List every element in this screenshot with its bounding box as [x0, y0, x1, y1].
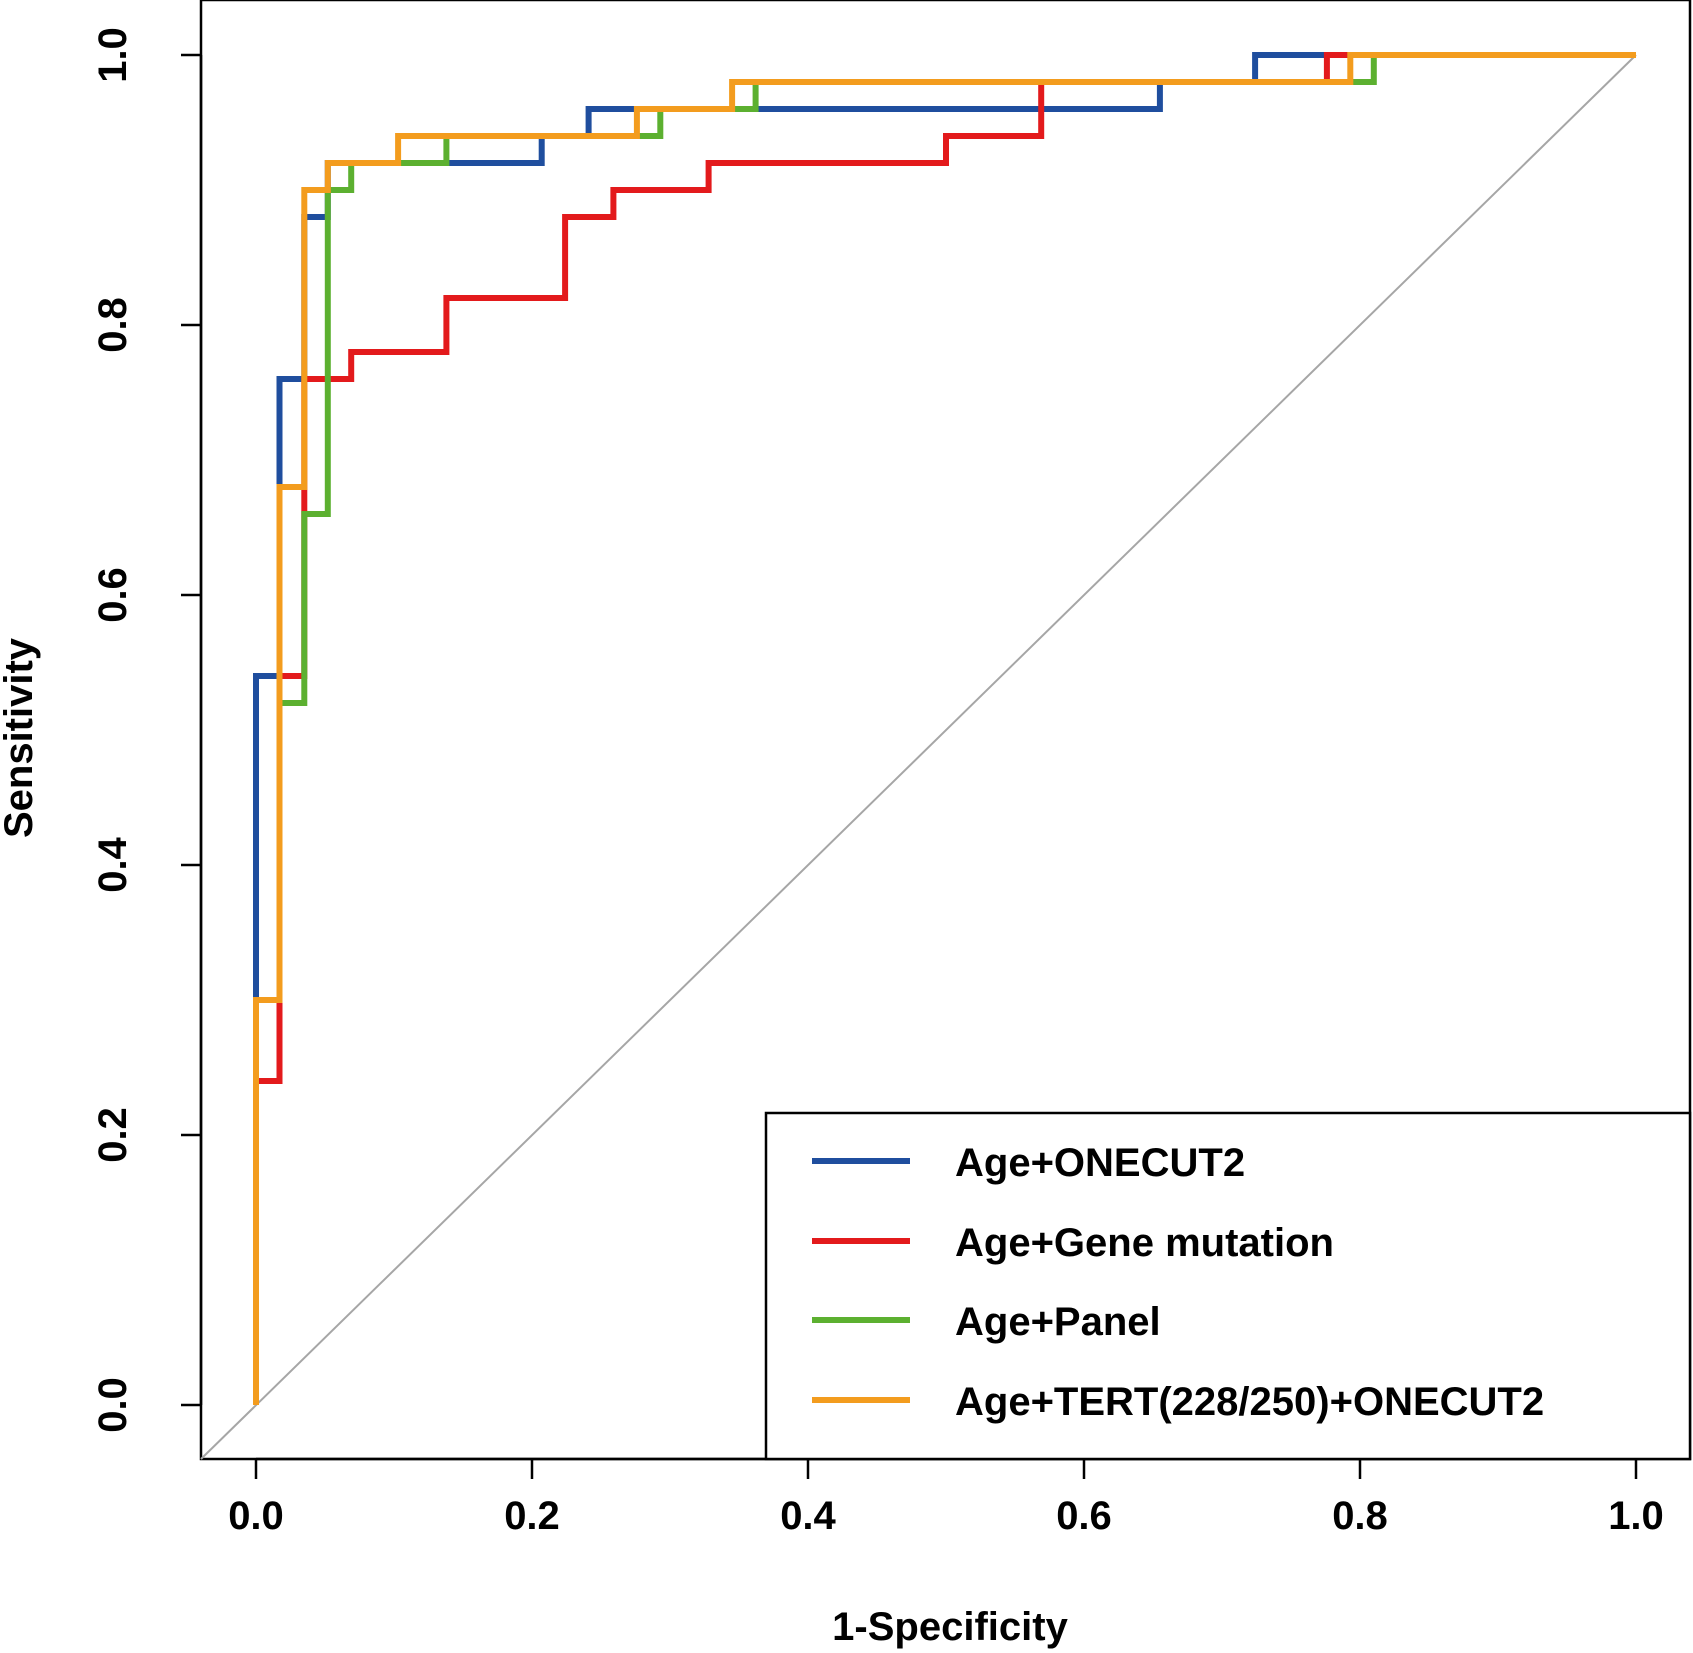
x-tick-label-3: 0.6 [1056, 1494, 1112, 1538]
legend-label-2: Age+Panel [955, 1300, 1161, 1344]
legend-entry: Age+Gene mutation [812, 1221, 1334, 1265]
legend-box [764, 1111, 1692, 1461]
x-tick-label-2: 0.4 [780, 1494, 836, 1538]
legend-label-0: Age+ONECUT2 [955, 1141, 1245, 1185]
x-tick-label-4: 0.8 [1332, 1494, 1388, 1538]
series-group [253, 52, 1636, 1405]
y-tick-label-3: 0.6 [91, 567, 135, 623]
series-line-3 [253, 52, 1636, 1405]
x-tick-label-0: 0.0 [228, 1494, 284, 1538]
x-tick-label-1: 0.2 [504, 1494, 560, 1538]
y-tick-label-5: 1.0 [91, 27, 135, 83]
legend: Age+ONECUT2 Age+Gene mutation Age+Panel … [764, 1111, 1692, 1461]
y-tick-label-4: 0.8 [91, 297, 135, 353]
y-tick-label-0: 0.0 [91, 1377, 135, 1433]
x-axis-title: 1-Specificity [832, 1605, 1068, 1649]
legend-entry: Age+Panel [812, 1300, 1161, 1344]
reference-diagonal-line [200, 54, 1637, 1460]
legend-entry: Age+TERT(228/250)+ONECUT2 [812, 1380, 1544, 1424]
y-tick-label-2: 0.4 [91, 836, 135, 892]
y-axis: 0.0 0.2 0.4 0.6 0.8 1.0 [91, 27, 203, 1433]
x-tick-label-5: 1.0 [1608, 1494, 1664, 1538]
legend-label-1: Age+Gene mutation [955, 1221, 1334, 1265]
legend-entry: Age+ONECUT2 [812, 1141, 1245, 1185]
legend-label-3: Age+TERT(228/250)+ONECUT2 [955, 1380, 1544, 1424]
y-axis-title: Sensitivity [0, 637, 41, 838]
y-tick-label-1: 0.2 [91, 1107, 135, 1163]
